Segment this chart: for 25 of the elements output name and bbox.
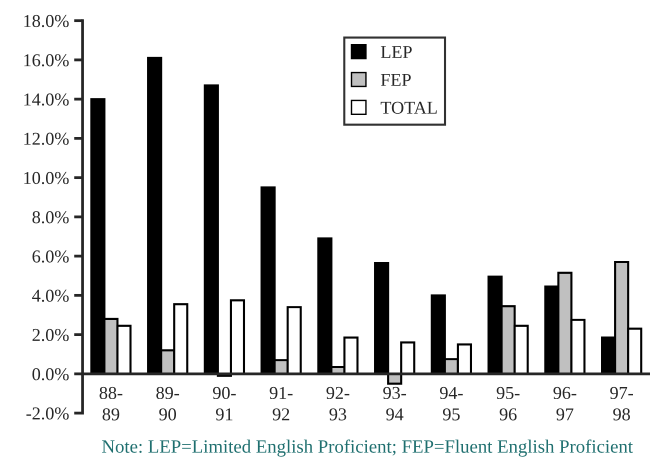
legend-label: LEP (380, 46, 412, 58)
legend-label: FEP (380, 74, 411, 86)
y-tick-label: 10.0% (24, 172, 69, 184)
text: Note: LEP=Limited English Proficient; FEP=Fluent English Proficient (102, 439, 633, 457)
x-tick-label: 90- 91 (212, 386, 236, 420)
y-tick-label: 16.0% (24, 54, 69, 66)
y-tick-label: -2.0% (26, 407, 69, 420)
y-tick-label: 6.0% (32, 250, 69, 263)
x-tick-label: 95- 96 (496, 386, 520, 420)
x-tick-label: 94- 95 (440, 386, 463, 420)
x-tick-label: 88- 89 (100, 386, 122, 420)
y-tick-label: 4.0% (32, 290, 69, 302)
y-tick-label: 8.0% (32, 211, 69, 224)
legend-label: TOTAL (380, 102, 437, 114)
y-tick-label: 14.0% (24, 93, 69, 106)
y-tick-label: 18.0% (24, 14, 69, 28)
x-tick-label: 92- 93 (326, 386, 350, 420)
x-tick-label: 93- 94 (383, 386, 406, 420)
x-tick-label: 91- 92 (270, 386, 293, 420)
x-tick-label: 96- 97 (553, 386, 576, 420)
y-tick-label: 0.0% (32, 368, 69, 380)
y-tick-label: 12.0% (24, 132, 69, 145)
x-tick-label: 97- 98 (610, 386, 634, 420)
x-tick-label: 89- 90 (156, 386, 180, 420)
y-tick-label: 2.0% (32, 328, 69, 342)
